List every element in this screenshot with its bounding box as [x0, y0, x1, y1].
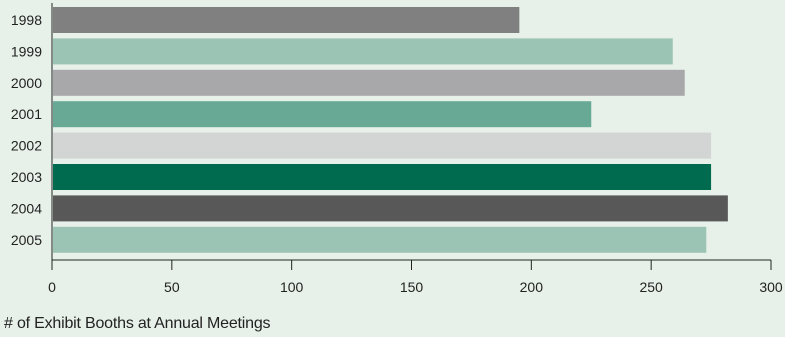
x-axis-title: # of Exhibit Booths at Annual Meetings	[4, 315, 271, 332]
category-label-1999: 1999	[11, 43, 42, 59]
bar-1998	[53, 7, 520, 33]
x-tick-label-100: 100	[280, 279, 304, 295]
x-tick-label-300: 300	[759, 279, 783, 295]
bar-1999	[53, 38, 673, 65]
bar-2005	[53, 226, 707, 253]
x-tick-label-250: 250	[639, 279, 663, 295]
category-label-2004: 2004	[11, 200, 42, 216]
x-tick-label-50: 50	[164, 279, 180, 295]
x-axis: 0 50 100 150 200 250 300	[48, 259, 783, 295]
bar-2004	[53, 195, 728, 222]
category-labels: 1998 1999 2000 2001 2002 2003 2004 2005	[11, 12, 42, 248]
x-tick-label-0: 0	[48, 279, 56, 295]
x-tick-label-200: 200	[520, 279, 544, 295]
category-label-2002: 2002	[11, 138, 42, 154]
category-label-2005: 2005	[11, 232, 42, 248]
bar-2000	[53, 69, 685, 96]
x-tick-label-150: 150	[400, 279, 424, 295]
category-label-1998: 1998	[11, 12, 42, 28]
category-label-2001: 2001	[11, 106, 42, 122]
category-label-2000: 2000	[11, 75, 42, 91]
bars-group	[53, 7, 728, 253]
bar-chart: 1998 1999 2000 2001 2002 2003 2004 2005 0 50 100 1…	[11, 3, 783, 295]
bar-2003	[53, 164, 712, 190]
bar-2001	[53, 101, 592, 128]
category-label-2003: 2003	[11, 169, 42, 185]
bar-2002	[53, 132, 712, 159]
